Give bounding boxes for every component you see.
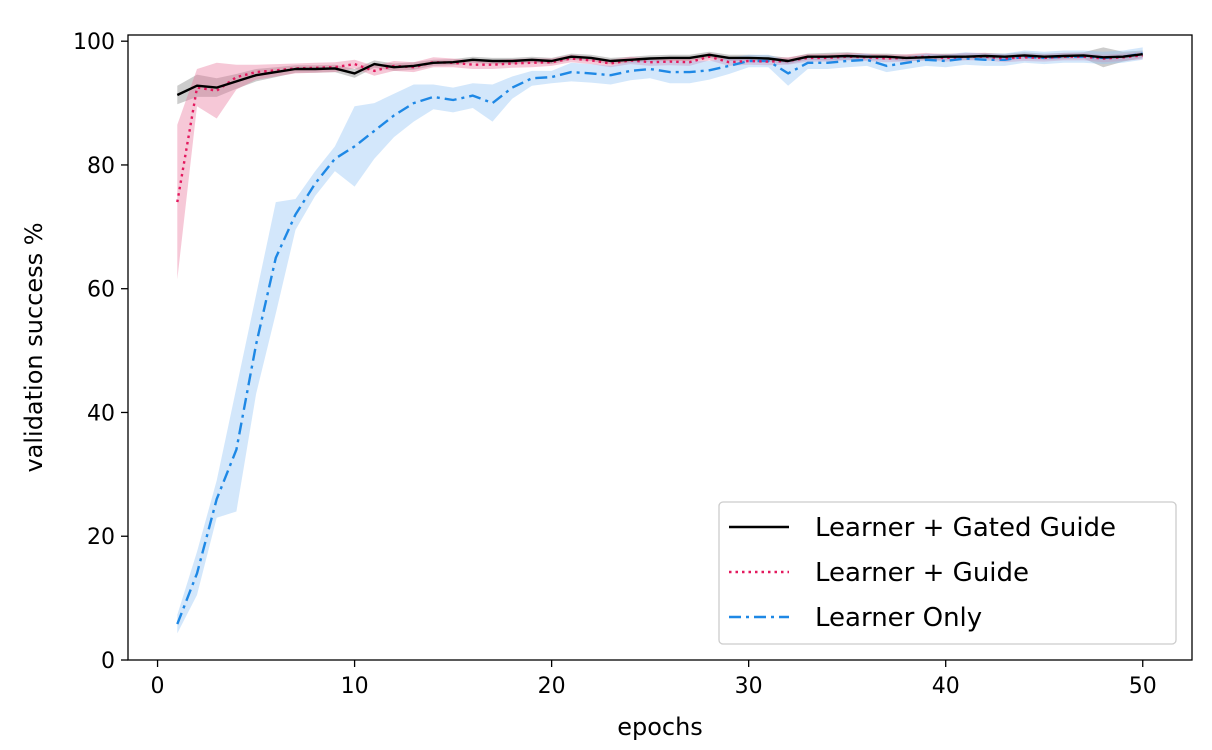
x-axis-ticks: 0 10 20 30 40 50 <box>151 660 1157 699</box>
x-tick-label: 50 <box>1129 674 1157 699</box>
x-tick-label: 30 <box>735 674 763 699</box>
confidence-bands <box>177 47 1143 634</box>
confidence-band-2 <box>177 51 1143 280</box>
legend-label-1: Learner + Gated Guide <box>815 513 1116 543</box>
series-line-1 <box>176 53 1143 97</box>
legend-label-3: Learner Only <box>815 603 982 633</box>
x-tick-label: 10 <box>341 674 369 699</box>
x-tick-label: 20 <box>538 674 566 699</box>
y-axis-ticks: 0 20 40 60 80 100 <box>73 30 128 674</box>
y-tick-label: 40 <box>87 401 115 426</box>
legend: Learner + Gated Guide Learner + Guide Lear… <box>718 501 1177 645</box>
legend-label-2: Learner + Guide <box>815 558 1029 588</box>
y-tick-label: 80 <box>87 154 115 179</box>
x-tick-label: 0 <box>151 674 165 699</box>
y-tick-label: 20 <box>87 525 115 550</box>
plot-frame <box>127 34 1193 661</box>
series-lines <box>176 52 1143 625</box>
legend-box <box>718 501 1177 645</box>
confidence-band-1 <box>177 47 1143 105</box>
y-tick-label: 100 <box>73 30 115 55</box>
y-axis-label: validation success % <box>20 222 48 472</box>
x-tick-label: 40 <box>932 674 960 699</box>
series-line-3 <box>176 52 1143 625</box>
x-axis-label: epochs <box>617 713 703 741</box>
y-tick-label: 60 <box>87 278 115 303</box>
y-tick-label: 0 <box>101 649 115 674</box>
